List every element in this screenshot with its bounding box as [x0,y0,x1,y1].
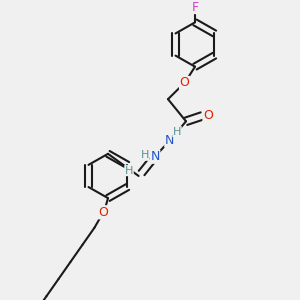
Text: O: O [99,206,108,219]
Text: N: N [165,134,174,147]
Text: H: H [173,127,181,137]
Text: O: O [203,110,213,122]
Text: H: H [140,150,149,160]
Text: O: O [180,76,189,89]
Text: N: N [150,150,160,163]
Text: H: H [125,166,133,176]
Text: F: F [191,1,199,13]
